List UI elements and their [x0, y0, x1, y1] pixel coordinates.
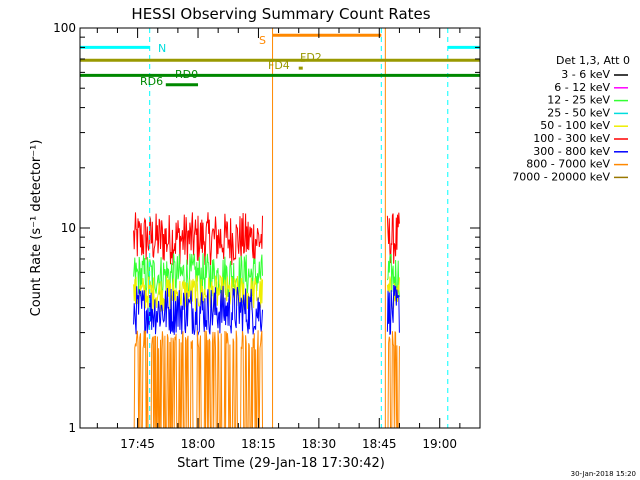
legend-entry-label-5: 100 - 300 keV — [533, 132, 610, 145]
segment-label-rd6: RD6 — [140, 75, 163, 88]
segment-label-rd0: RD0 — [175, 68, 198, 81]
x-tick-label-2: 18:15 — [241, 437, 276, 451]
y-tick-label-1: 10 — [61, 221, 76, 235]
segment-label-s: S — [259, 34, 266, 47]
segment-label-n: N — [158, 42, 166, 55]
legend-entry-label-6: 300 - 800 keV — [533, 145, 610, 158]
legend-entry-label-7: 800 - 7000 keV — [526, 158, 610, 171]
y-axis-label: Count Rate (s⁻¹ detector⁻¹) — [29, 140, 44, 317]
date-stamp: 30-Jan-2018 15:20 — [571, 470, 636, 478]
legend-entry-label-3: 25 - 50 keV — [547, 106, 610, 119]
legend-entry-label-8: 7000 - 20000 keV — [512, 170, 610, 183]
series-800-7000-kev-window-0 — [133, 330, 263, 429]
legend-entry-label-4: 50 - 100 keV — [540, 119, 610, 132]
series-12-25-kev-window-0 — [133, 253, 263, 298]
legend-header: Det 1,3, Att 0 — [556, 54, 630, 67]
x-tick-label-1: 18:00 — [181, 437, 216, 451]
series-300-800-kev-window-1 — [386, 284, 400, 335]
x-tick-label-3: 18:30 — [302, 437, 337, 451]
series-100-300-kev-window-1 — [386, 212, 400, 264]
legend-entry-label-1: 6 - 12 keV — [554, 81, 610, 94]
series-800-7000-kev-window-1 — [387, 331, 400, 429]
x-tick-label-0: 17:45 — [120, 437, 155, 451]
segment-label-fd2: FD2 — [300, 51, 322, 64]
chart-title: HESSI Observing Summary Count Rates — [131, 5, 430, 23]
legend-entry-label-2: 12 - 25 keV — [547, 94, 610, 107]
legend-entry-label-0: 3 - 6 keV — [561, 68, 610, 81]
segment-label-fd4: FD4 — [268, 59, 290, 72]
x-tick-label-4: 18:45 — [362, 437, 397, 451]
y-tick-label-0: 1 — [68, 421, 76, 435]
y-tick-label-2: 100 — [53, 21, 76, 35]
x-tick-label-5: 19:00 — [422, 437, 457, 451]
x-axis-label: Start Time (29-Jan-18 17:30:42) — [177, 456, 385, 471]
